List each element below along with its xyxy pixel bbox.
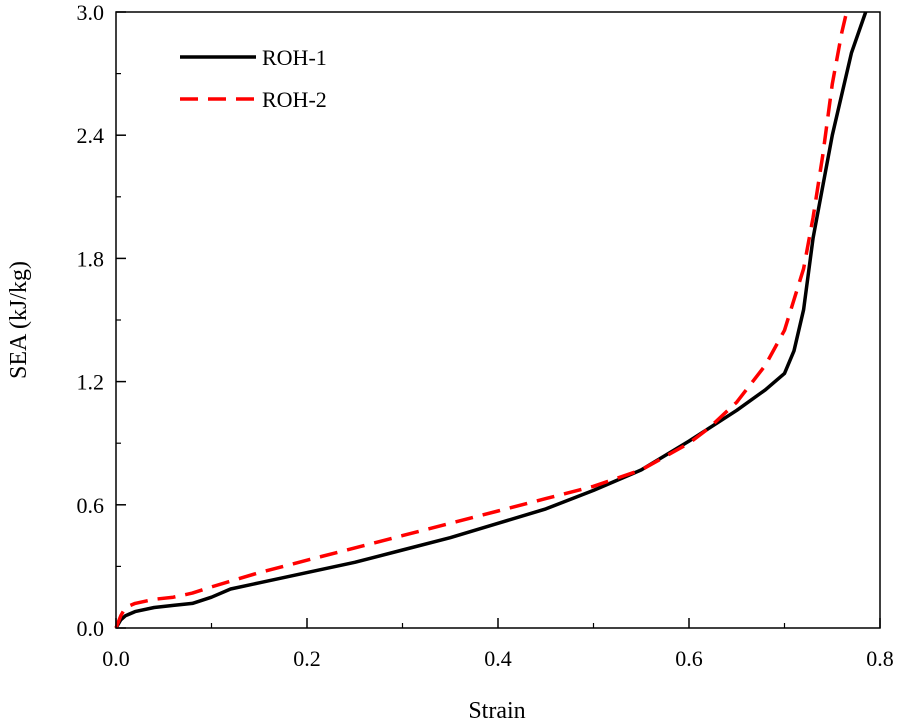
x-tick-label: 0.2 bbox=[293, 646, 321, 671]
y-tick-label: 0.6 bbox=[77, 493, 105, 518]
x-axis-title: Strain bbox=[468, 698, 525, 722]
x-tick-label: 0.0 bbox=[102, 646, 130, 671]
x-tick-label: 0.8 bbox=[866, 646, 894, 671]
y-tick-label: 0.0 bbox=[77, 616, 105, 641]
legend: ROH-1 ROH-2 bbox=[180, 45, 327, 112]
x-tick-label: 0.6 bbox=[675, 646, 703, 671]
plot-frame bbox=[115, 11, 881, 629]
y-axis-title: SEA (kJ/kg) bbox=[6, 261, 32, 379]
series-line-roh-2 bbox=[114, 11, 849, 629]
plot-border bbox=[115, 11, 881, 629]
y-tick-label: 1.2 bbox=[77, 370, 105, 395]
series-layer bbox=[114, 11, 868, 629]
y-tick-label: 3.0 bbox=[77, 0, 105, 25]
y-tick-label: 1.8 bbox=[77, 246, 105, 271]
x-tick-label: 0.4 bbox=[484, 646, 512, 671]
y-tick-label: 2.4 bbox=[77, 123, 105, 148]
series-line-roh-1 bbox=[114, 11, 868, 629]
legend-label-roh-1: ROH-1 bbox=[262, 45, 327, 70]
legend-label-roh-2: ROH-2 bbox=[262, 87, 327, 112]
ticks-layer: 0.0 0.2 0.4 0.6 0.8 0.0 0.6 1.2 1.8 2.4 3.0 bbox=[77, 0, 894, 671]
